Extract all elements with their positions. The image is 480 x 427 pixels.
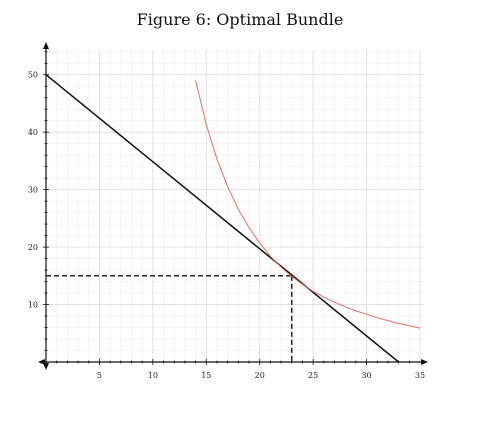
ticks [43, 51, 410, 365]
budget-line [45, 74, 400, 363]
x-tick-label: 35 [415, 371, 425, 380]
x-tick-label: 20 [255, 371, 265, 380]
tick-labels: 5 10 15 20 25 30 35 10 20 30 40 50 [28, 71, 425, 380]
y-axis-arrow-up [43, 42, 49, 49]
chart-title: Figure 6: Optimal Bundle [136, 10, 344, 29]
y-tick-label: 20 [28, 243, 38, 252]
y-axis-arrow-down [43, 363, 49, 370]
y-tick-label: 30 [28, 186, 38, 195]
indifference-curve [195, 80, 421, 329]
series-group [45, 74, 421, 363]
minor-grid [46, 50, 424, 362]
axes [38, 42, 428, 370]
x-axis-arrow-right [421, 359, 428, 365]
y-tick-label: 40 [28, 128, 38, 137]
y-tick-label: 50 [28, 71, 38, 80]
x-tick-label: 15 [201, 371, 211, 380]
x-tick-label: 5 [97, 371, 102, 380]
optimal-bundle-guides [46, 275, 293, 362]
y-tick-label: 10 [28, 301, 38, 310]
x-tick-label: 30 [361, 371, 371, 380]
x-tick-label: 25 [308, 371, 318, 380]
x-tick-label: 10 [148, 371, 158, 380]
major-grid [46, 50, 424, 362]
